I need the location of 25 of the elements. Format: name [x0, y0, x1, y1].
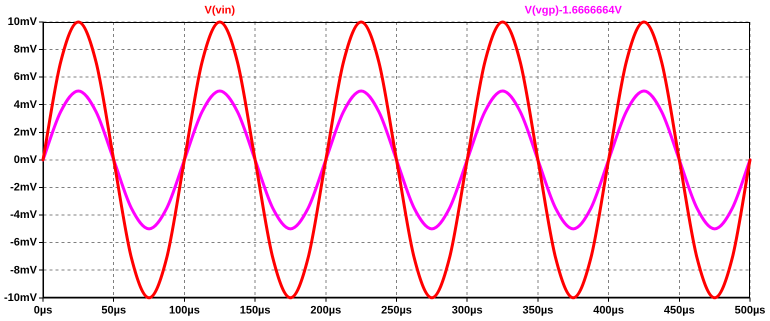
x-tick-label: 50µs	[101, 304, 126, 316]
x-tick-label: 200µs	[310, 304, 342, 316]
y-tick-label: -6mV	[10, 236, 38, 249]
x-tick-label: 450µs	[664, 304, 695, 316]
x-tick-label: 300µs	[452, 304, 483, 316]
y-tick-label: -2mV	[10, 182, 38, 194]
x-tick-label: 100µs	[169, 304, 200, 316]
y-tick-label: 8mV	[14, 44, 38, 56]
x-tick-label: 250µs	[381, 304, 412, 316]
y-tick-label: 0mV	[14, 154, 38, 166]
x-tick-label: 350µs	[522, 304, 554, 316]
y-tick-label: 10mV	[8, 16, 38, 28]
line-series	[42, 20, 752, 300]
y-tick-label: 4mV	[14, 98, 38, 111]
x-tick-label: 500µs	[734, 304, 766, 316]
y-tick-label: 2mV	[14, 126, 38, 138]
y-tick-label: -4mV	[10, 209, 38, 222]
series-label: V(vin)	[204, 4, 236, 17]
text: V(vgp)-1.6666664V	[524, 4, 623, 17]
y-tick-label: -8mV	[10, 264, 38, 276]
x-tick-label: 400µs	[593, 304, 624, 316]
y-tick-label: -10mV	[4, 292, 38, 304]
x-tick-label: 0µs	[34, 304, 52, 316]
y-tick-label: 6mV	[14, 71, 38, 84]
x-tick-label: 150µs	[240, 304, 271, 316]
